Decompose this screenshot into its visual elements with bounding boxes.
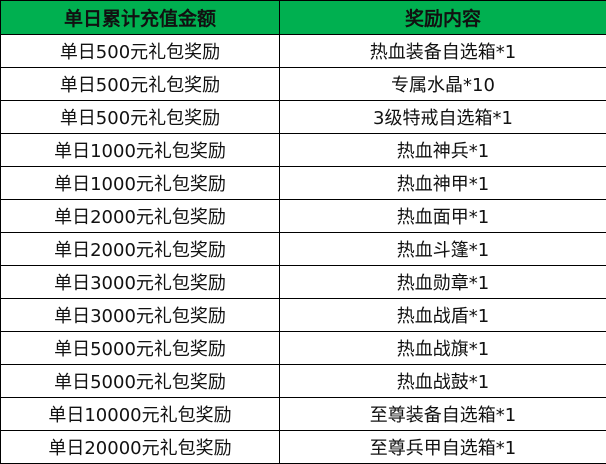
reward-cell: 专属水晶*10 (280, 68, 606, 101)
recharge-tier-cell: 单日20000元礼包奖励 (1, 431, 280, 464)
table-row: 单日500元礼包奖励专属水晶*10 (1, 68, 606, 101)
recharge-tier-cell: 单日500元礼包奖励 (1, 35, 280, 68)
header-reward-content: 奖励内容 (280, 1, 606, 35)
header-daily-recharge: 单日累计充值金额 (1, 1, 280, 35)
recharge-tier-cell: 单日3000元礼包奖励 (1, 266, 280, 299)
recharge-tier-cell: 单日3000元礼包奖励 (1, 299, 280, 332)
reward-cell: 热血神兵*1 (280, 134, 606, 167)
reward-cell: 至尊装备自选箱*1 (280, 398, 606, 431)
reward-cell: 热血面甲*1 (280, 200, 606, 233)
recharge-tier-cell: 单日1000元礼包奖励 (1, 167, 280, 200)
table-row: 单日3000元礼包奖励热血勋章*1 (1, 266, 606, 299)
recharge-tier-cell: 单日5000元礼包奖励 (1, 365, 280, 398)
reward-cell: 热血装备自选箱*1 (280, 35, 606, 68)
table-row: 单日2000元礼包奖励热血面甲*1 (1, 200, 606, 233)
reward-cell: 热血战鼓*1 (280, 365, 606, 398)
table-row: 单日5000元礼包奖励热血战旗*1 (1, 332, 606, 365)
reward-cell: 3级特戒自选箱*1 (280, 101, 606, 134)
table-row: 单日20000元礼包奖励至尊兵甲自选箱*1 (1, 431, 606, 464)
header-row: 单日累计充值金额 奖励内容 (1, 1, 606, 35)
table-row: 单日2000元礼包奖励热血斗篷*1 (1, 233, 606, 266)
table-row: 单日1000元礼包奖励热血神甲*1 (1, 167, 606, 200)
reward-cell: 至尊兵甲自选箱*1 (280, 431, 606, 464)
table-row: 单日1000元礼包奖励热血神兵*1 (1, 134, 606, 167)
reward-cell: 热血斗篷*1 (280, 233, 606, 266)
recharge-tier-cell: 单日10000元礼包奖励 (1, 398, 280, 431)
recharge-tier-cell: 单日1000元礼包奖励 (1, 134, 280, 167)
recharge-tier-cell: 单日5000元礼包奖励 (1, 332, 280, 365)
table-row: 单日5000元礼包奖励热血战鼓*1 (1, 365, 606, 398)
reward-cell: 热血战旗*1 (280, 332, 606, 365)
table-row: 单日10000元礼包奖励至尊装备自选箱*1 (1, 398, 606, 431)
recharge-tier-cell: 单日500元礼包奖励 (1, 101, 280, 134)
table-row: 单日3000元礼包奖励热血战盾*1 (1, 299, 606, 332)
recharge-tier-cell: 单日2000元礼包奖励 (1, 200, 280, 233)
reward-cell: 热血神甲*1 (280, 167, 606, 200)
reward-cell: 热血勋章*1 (280, 266, 606, 299)
reward-cell: 热血战盾*1 (280, 299, 606, 332)
table-row: 单日500元礼包奖励热血装备自选箱*1 (1, 35, 606, 68)
recharge-tier-cell: 单日500元礼包奖励 (1, 68, 280, 101)
recharge-tier-cell: 单日2000元礼包奖励 (1, 233, 280, 266)
